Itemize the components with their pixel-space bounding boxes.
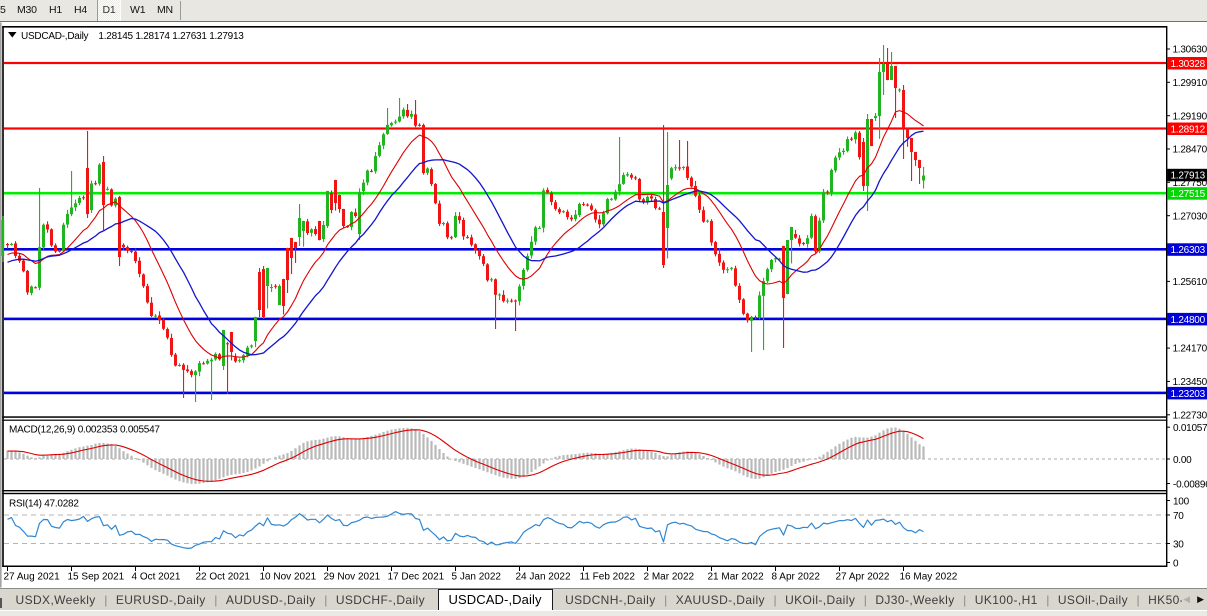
svg-text:1.26303: 1.26303: [1171, 245, 1206, 256]
svg-text:1.23450: 1.23450: [1173, 377, 1207, 388]
svg-text:15 Sep 2021: 15 Sep 2021: [68, 571, 125, 582]
svg-text:USDCAD-,Daily 1.28145 1.281: USDCAD-,Daily 1.28145 1.28174 1.27631 1.…: [21, 31, 244, 42]
svg-text:17 Dec 2021: 17 Dec 2021: [388, 571, 445, 582]
svg-text:27 Aug 2021: 27 Aug 2021: [4, 571, 61, 582]
svg-text:22 Oct 2021: 22 Oct 2021: [196, 571, 251, 582]
svg-text:2 Mar 2022: 2 Mar 2022: [644, 571, 695, 582]
svg-text:0.00: 0.00: [1173, 455, 1192, 466]
svg-text:1.30630: 1.30630: [1173, 45, 1207, 56]
svg-text:MACD(12,26,9) 0.002353 0.00554: MACD(12,26,9) 0.002353 0.005547: [9, 425, 160, 436]
svg-text:5 Jan 2022: 5 Jan 2022: [452, 571, 502, 582]
svg-text:27 Apr 2022: 27 Apr 2022: [836, 571, 890, 582]
svg-text:1.27030: 1.27030: [1173, 211, 1207, 222]
svg-text:1.24170: 1.24170: [1173, 344, 1207, 355]
svg-text:70: 70: [1173, 511, 1184, 522]
svg-text:1.29190: 1.29190: [1173, 111, 1207, 122]
svg-text:21 Mar 2022: 21 Mar 2022: [708, 571, 765, 582]
svg-text:11 Feb 2022: 11 Feb 2022: [580, 571, 636, 582]
svg-text:1.28470: 1.28470: [1173, 145, 1207, 156]
svg-text:1.29910: 1.29910: [1173, 78, 1207, 89]
svg-text:8 Apr 2022: 8 Apr 2022: [772, 571, 821, 582]
svg-text:1.27515: 1.27515: [1171, 189, 1206, 200]
svg-text:24 Jan 2022: 24 Jan 2022: [516, 571, 571, 582]
svg-text:4 Oct 2021: 4 Oct 2021: [132, 571, 181, 582]
svg-text:1.27913: 1.27913: [1171, 171, 1206, 182]
svg-text:1.30328: 1.30328: [1171, 59, 1206, 70]
svg-text:-0.00896: -0.00896: [1173, 479, 1207, 490]
svg-text:10 Nov 2021: 10 Nov 2021: [260, 571, 317, 582]
svg-text:0: 0: [1173, 558, 1179, 569]
svg-text:29 Nov 2021: 29 Nov 2021: [324, 571, 381, 582]
svg-text:1.27750: 1.27750: [1173, 178, 1207, 189]
svg-text:RSI(14) 47.0282: RSI(14) 47.0282: [9, 499, 79, 510]
svg-text:1.25610: 1.25610: [1173, 277, 1207, 288]
svg-text:1.28912: 1.28912: [1171, 124, 1206, 135]
svg-text:30: 30: [1173, 539, 1184, 550]
svg-text:1.23203: 1.23203: [1171, 389, 1206, 400]
svg-text:1.22730: 1.22730: [1173, 410, 1207, 421]
svg-text:0.010578: 0.010578: [1173, 423, 1207, 434]
svg-text:100: 100: [1173, 496, 1190, 507]
svg-text:16 May 2022: 16 May 2022: [900, 571, 958, 582]
svg-text:1.24800: 1.24800: [1171, 315, 1206, 326]
